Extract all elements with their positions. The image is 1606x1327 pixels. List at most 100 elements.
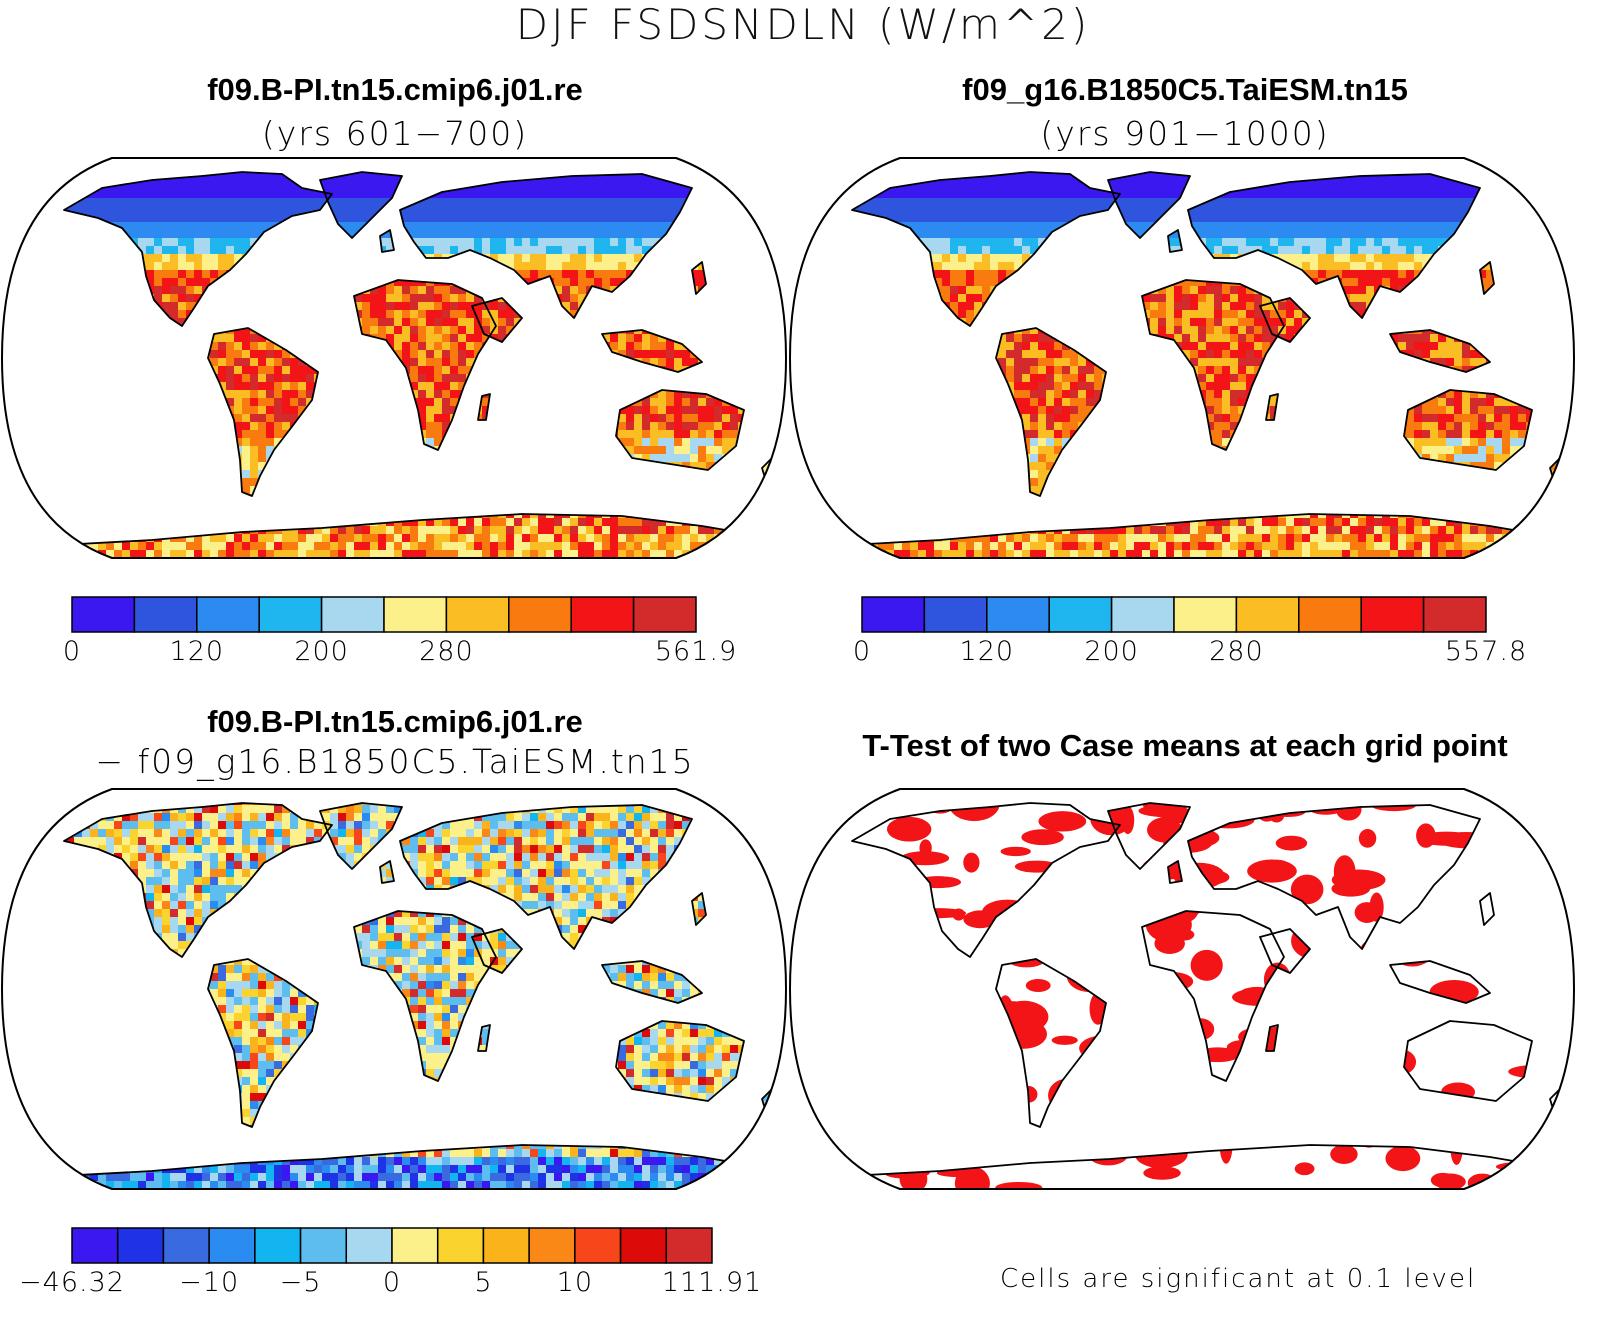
colorbar-swatch bbox=[1173, 596, 1238, 633]
significant-cell bbox=[1194, 1055, 1210, 1089]
colorbar-swatch bbox=[208, 1227, 256, 1264]
colorbar-swatch bbox=[254, 1227, 302, 1264]
significant-cell bbox=[914, 928, 931, 954]
colorbar-swatch bbox=[1298, 596, 1362, 633]
panel2-colorbar bbox=[861, 596, 1487, 633]
panel2-subtitle: (yrs 901−1000) bbox=[1040, 114, 1330, 153]
colorbar-swatch bbox=[436, 1227, 485, 1264]
significant-cell bbox=[921, 1056, 972, 1077]
significant-cell bbox=[1456, 1137, 1471, 1147]
colorbar-swatch bbox=[1422, 596, 1487, 633]
significant-cell bbox=[877, 891, 916, 906]
significant-cell bbox=[1495, 1162, 1546, 1172]
significant-cell bbox=[1517, 923, 1555, 958]
significant-cell bbox=[1347, 958, 1376, 974]
significant-cell bbox=[1161, 1049, 1188, 1066]
significant-cell bbox=[1416, 929, 1465, 959]
colorbar-tick-label: −5 bbox=[279, 1267, 322, 1298]
significant-cell bbox=[1515, 820, 1571, 844]
significant-cell bbox=[830, 1024, 872, 1057]
colorbar-swatch bbox=[383, 596, 448, 633]
colorbar-swatch bbox=[632, 596, 697, 633]
significant-cell bbox=[1219, 1128, 1233, 1164]
colorbar-swatch bbox=[508, 596, 572, 633]
significant-cell bbox=[1021, 829, 1064, 846]
significant-cell bbox=[834, 1179, 853, 1189]
colorbar-tick-label: 0 bbox=[62, 636, 82, 667]
significant-cell bbox=[1278, 1026, 1292, 1043]
map-border bbox=[788, 157, 1576, 559]
significant-cell bbox=[890, 1001, 926, 1013]
colorbar-tick-label: 200 bbox=[294, 636, 349, 667]
significant-cell bbox=[919, 839, 932, 857]
significant-cell bbox=[1416, 823, 1436, 848]
significant-cell bbox=[1158, 984, 1187, 1017]
significant-cell bbox=[843, 803, 867, 809]
significant-cell bbox=[1086, 1047, 1135, 1073]
significant-cell bbox=[1147, 971, 1170, 1003]
significant-cell bbox=[1051, 1035, 1078, 1045]
significant-cell bbox=[1095, 934, 1145, 955]
significant-cell bbox=[1190, 949, 1223, 981]
significant-cell bbox=[1105, 889, 1144, 913]
colorbar-tick-label: −46.32 bbox=[19, 1267, 125, 1298]
significant-cell bbox=[1294, 1162, 1315, 1176]
colorbar-swatch bbox=[391, 1227, 439, 1264]
significant-cell bbox=[1472, 841, 1518, 866]
significant-cell bbox=[1038, 811, 1087, 832]
panel1-colorbar bbox=[71, 596, 697, 633]
colorbar-swatch bbox=[861, 596, 926, 633]
significant-cell bbox=[1142, 803, 1189, 818]
significant-cell bbox=[875, 1049, 928, 1068]
colorbar-swatch bbox=[1110, 596, 1175, 633]
significant-cell bbox=[976, 1123, 1004, 1136]
panel2-title: f09_g16.B1850C5.TaiESM.tn15 bbox=[962, 72, 1408, 107]
significant-cell bbox=[1068, 959, 1083, 976]
significant-cell bbox=[1347, 1062, 1373, 1074]
significant-cell bbox=[1165, 811, 1213, 824]
significant-cell bbox=[1527, 987, 1574, 1018]
significant-cell bbox=[854, 1122, 897, 1155]
significant-cell bbox=[953, 1150, 1007, 1164]
significant-cell bbox=[1303, 1120, 1360, 1130]
significant-cell bbox=[948, 803, 1000, 822]
significant-cell bbox=[1494, 1099, 1547, 1117]
significant-cell bbox=[963, 852, 980, 873]
colorbar-tick-label: 111.91 bbox=[661, 1267, 763, 1298]
panel3-subtitle: − f09_g16.B1850C5.TaiESM.tn15 bbox=[95, 742, 695, 781]
colorbar-swatch bbox=[299, 1227, 348, 1264]
significant-cell bbox=[1441, 1082, 1476, 1102]
map-border bbox=[0, 157, 788, 559]
significant-cell bbox=[1032, 1124, 1067, 1143]
figure-title: DJF FSDSNDLN (W/m^2) bbox=[515, 0, 1091, 49]
significant-cell bbox=[790, 829, 822, 861]
significant-cell bbox=[1555, 898, 1574, 909]
colorbar-swatch bbox=[619, 1227, 668, 1264]
significant-cell bbox=[1000, 1019, 1047, 1049]
colorbar-tick-label: 557.8 bbox=[1444, 636, 1528, 667]
coastlines bbox=[2, 802, 786, 1189]
colorbar-swatch bbox=[574, 1227, 622, 1264]
panel1-title: f09.B-PI.tn15.cmip6.j01.re bbox=[207, 72, 583, 107]
significant-cell bbox=[1504, 948, 1517, 965]
significant-cell bbox=[1239, 986, 1275, 1001]
significant-cell bbox=[1523, 970, 1569, 994]
significant-cell bbox=[1139, 1101, 1180, 1132]
significant-cell bbox=[1290, 874, 1324, 905]
significant-cell bbox=[931, 1038, 952, 1064]
significant-cell bbox=[1333, 855, 1356, 888]
significant-cell bbox=[1540, 1039, 1568, 1070]
colorbar-tick-label: 280 bbox=[1209, 636, 1264, 667]
significant-cell bbox=[1154, 933, 1185, 954]
significant-cell bbox=[879, 1100, 929, 1131]
significant-cell bbox=[1184, 1095, 1199, 1115]
significant-cell bbox=[1025, 979, 1051, 993]
significant-cell bbox=[1430, 915, 1471, 928]
significant-cell bbox=[1537, 1124, 1574, 1139]
significant-cell bbox=[1065, 783, 1115, 800]
significant-cell bbox=[1229, 803, 1274, 819]
significant-cell bbox=[1150, 882, 1184, 892]
significant-cell bbox=[1267, 859, 1288, 869]
colorbar-tick-label: 0 bbox=[852, 636, 872, 667]
significant-cell bbox=[1489, 824, 1520, 858]
